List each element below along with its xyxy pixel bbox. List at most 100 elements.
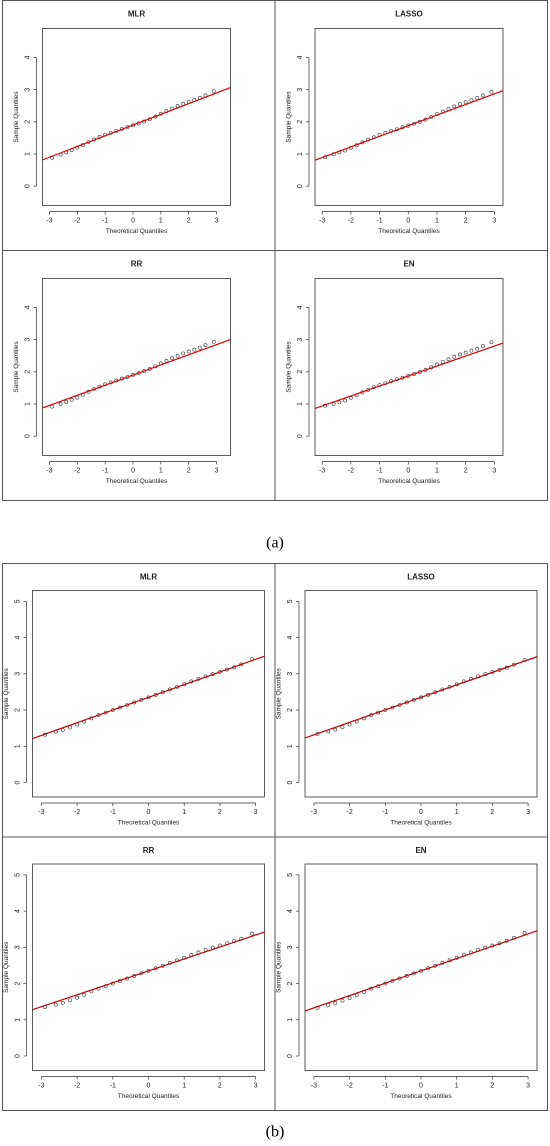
y-tick-label: 4	[297, 55, 304, 59]
y-tick-label: 4	[14, 636, 21, 640]
point	[175, 353, 180, 358]
x-tick-label: -3	[319, 467, 325, 474]
x-tick-label: -3	[38, 1082, 44, 1089]
y-axis-label: Sample Quantiles	[286, 341, 293, 393]
x-axis-label: Theoretical Quantiles	[390, 820, 452, 827]
reference-line	[42, 86, 231, 161]
y-tick-label: 0	[287, 1054, 294, 1058]
x-tick-label: 2	[218, 1082, 222, 1089]
x-tick-label: -2	[74, 467, 80, 474]
x-tick-label: 3	[254, 809, 258, 816]
y-tick-label: 4	[287, 636, 294, 640]
y-tick-label: 2	[24, 370, 31, 374]
y-axis-label: Sample Quantiles	[276, 941, 283, 993]
y-tick-label: 4	[287, 909, 294, 913]
y-tick-label: 0	[287, 780, 294, 784]
y-tick-label: 4	[24, 55, 31, 59]
point	[333, 727, 338, 732]
x-tick-label: 2	[464, 217, 468, 224]
point	[82, 992, 87, 997]
x-tick-label: -2	[346, 809, 352, 816]
plot-box	[304, 590, 538, 798]
y-tick-label: 3	[14, 945, 21, 949]
point	[452, 104, 457, 109]
x-tick-label: 2	[187, 467, 191, 474]
x-tick-label: 2	[490, 1082, 494, 1089]
x-tick-label: -2	[74, 1082, 80, 1089]
reference-line	[304, 656, 538, 739]
chart-title: MLR	[140, 573, 158, 582]
y-tick-label: 5	[14, 599, 21, 603]
point	[340, 998, 345, 1003]
reference-line	[314, 90, 504, 161]
point	[211, 89, 216, 94]
y-tick-label: 1	[297, 402, 304, 406]
point	[170, 356, 174, 361]
y-tick-label: 1	[24, 152, 31, 156]
y-tick-label: 2	[14, 708, 21, 712]
point	[60, 1000, 65, 1005]
y-tick-label: 5	[14, 873, 21, 877]
x-tick-label: 1	[435, 467, 439, 474]
point	[53, 1002, 58, 1007]
x-tick-label: 1	[159, 217, 163, 224]
x-tick-label: -1	[110, 1082, 116, 1089]
point	[475, 96, 480, 100]
x-tick-label: 0	[131, 467, 135, 474]
chart-title: MLR	[128, 10, 146, 19]
y-tick-label: 3	[24, 88, 31, 92]
y-tick-label: 3	[287, 945, 294, 949]
x-tick-label: 1	[182, 809, 186, 816]
point	[250, 931, 254, 936]
x-tick-label: 3	[215, 217, 219, 224]
x-tick-label: 3	[492, 467, 496, 474]
x-tick-label: -2	[348, 467, 354, 474]
x-tick-label: 1	[435, 217, 439, 224]
y-tick-label: 1	[24, 402, 31, 406]
point	[481, 93, 485, 98]
reference-line	[42, 339, 231, 409]
point	[68, 725, 72, 730]
y-tick-label: 1	[287, 1018, 294, 1022]
point	[203, 343, 208, 348]
chart-title: EN	[415, 846, 426, 855]
point	[522, 930, 527, 935]
x-tick-label: -3	[46, 217, 52, 224]
x-tick-label: 0	[406, 467, 410, 474]
x-tick-label: -1	[102, 467, 108, 474]
x-tick-label: -2	[346, 1082, 352, 1089]
x-tick-label: -1	[376, 467, 382, 474]
point	[333, 1001, 338, 1006]
point	[347, 722, 352, 727]
y-tick-label: 3	[24, 338, 31, 342]
point	[489, 89, 494, 94]
reference-line	[32, 931, 265, 1011]
y-tick-label: 2	[24, 120, 31, 124]
plot-box	[42, 28, 231, 206]
x-tick-label: -3	[311, 1082, 317, 1089]
x-tick-label: 2	[218, 809, 222, 816]
point	[60, 728, 65, 732]
x-tick-label: -1	[110, 809, 116, 816]
point	[197, 345, 202, 350]
plot-box	[314, 278, 504, 456]
x-tick-label: 3	[492, 217, 496, 224]
x-tick-label: 0	[147, 809, 151, 816]
y-tick-label: 2	[287, 982, 294, 986]
y-tick-label: 3	[297, 338, 304, 342]
y-tick-label: 2	[14, 982, 21, 986]
y-tick-label: 4	[297, 305, 304, 309]
caption: (b)	[266, 1124, 285, 1141]
point	[463, 350, 468, 355]
y-tick-label: 4	[24, 305, 31, 309]
plot-box	[314, 28, 504, 206]
reference-line	[304, 930, 538, 1012]
caption: (a)	[266, 535, 284, 552]
y-tick-label: 4	[14, 909, 21, 913]
y-axis-label: Sample Quantiles	[3, 941, 10, 993]
point	[68, 998, 72, 1003]
y-tick-label: 0	[297, 434, 304, 438]
plot-box	[32, 863, 265, 1071]
point	[452, 354, 457, 359]
y-tick-label: 0	[14, 780, 21, 784]
